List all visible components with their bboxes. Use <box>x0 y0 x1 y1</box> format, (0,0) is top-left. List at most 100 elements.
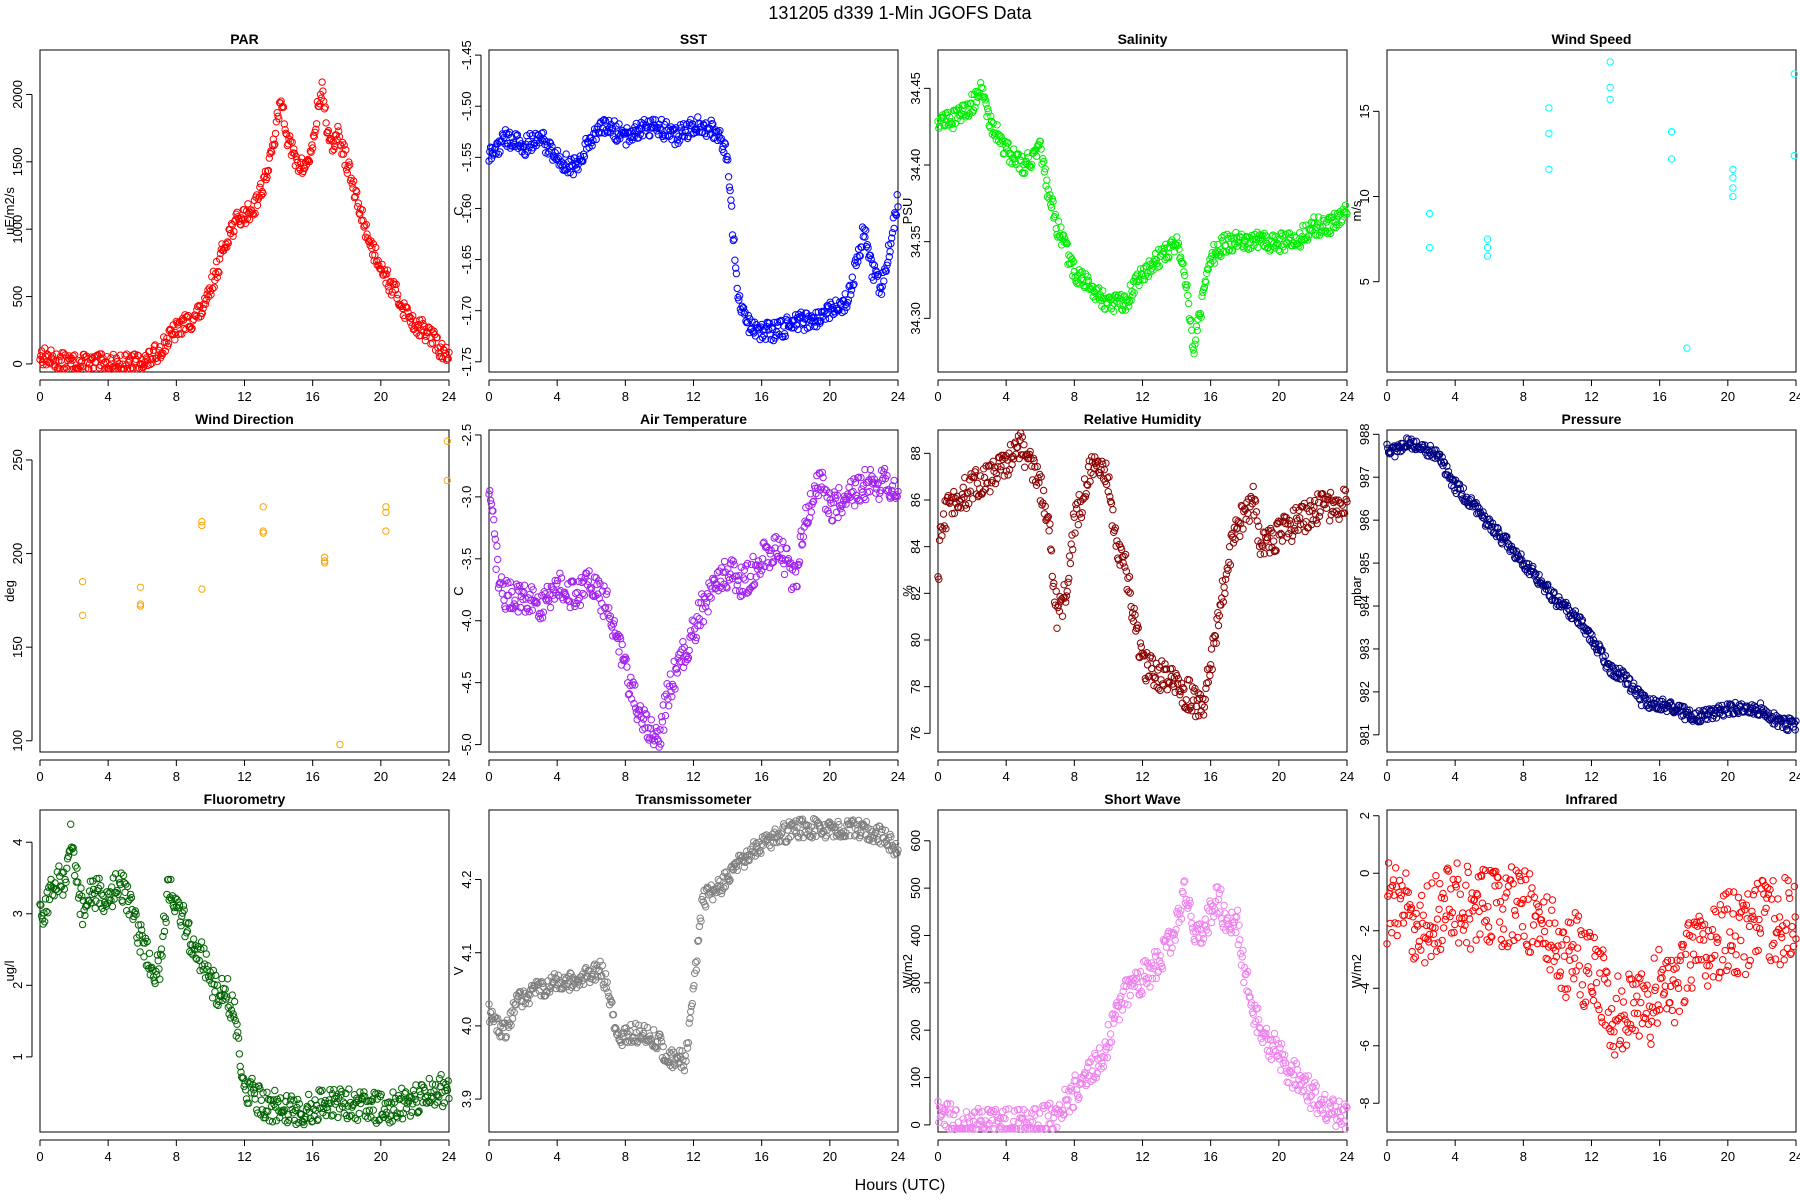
data-point <box>1212 639 1220 647</box>
data-point <box>630 133 638 142</box>
data-point <box>728 231 737 239</box>
data-point <box>329 138 337 146</box>
data-point <box>319 87 327 95</box>
data-point <box>318 78 326 86</box>
data-point <box>1729 184 1737 192</box>
data-point <box>47 346 55 354</box>
data-point <box>1286 233 1295 242</box>
x-tick-label: 0 <box>36 1149 43 1164</box>
data-point <box>77 884 85 892</box>
data-point <box>1070 513 1079 521</box>
x-tick-label: 24 <box>1340 389 1354 404</box>
data-point <box>1211 632 1220 640</box>
data-point <box>1300 236 1309 244</box>
data-point <box>330 1086 338 1094</box>
data-point <box>322 119 330 127</box>
data-point <box>622 655 630 663</box>
y-tick-label: 983 <box>1357 638 1372 660</box>
data-point <box>772 328 781 336</box>
data-point <box>1221 241 1230 249</box>
data-point <box>603 128 611 136</box>
data-point <box>732 264 740 272</box>
x-tick-label: 4 <box>105 1149 112 1164</box>
data-point <box>979 84 987 93</box>
data-point <box>1152 974 1161 983</box>
data-point <box>1667 128 1676 136</box>
data-point <box>294 158 302 166</box>
data-point <box>733 284 741 293</box>
x-tick-label: 0 <box>485 389 492 404</box>
data-point <box>67 359 75 368</box>
data-point <box>828 517 837 525</box>
x-tick-label: 12 <box>1135 389 1149 404</box>
data-point <box>312 120 321 128</box>
data-point <box>997 462 1005 471</box>
data-point <box>382 508 390 517</box>
data-point <box>103 353 111 361</box>
data-point <box>1126 991 1135 1000</box>
x-tick-label: 4 <box>105 769 112 784</box>
data-point <box>1229 539 1238 547</box>
data-point <box>862 495 870 504</box>
data-point <box>1195 712 1203 720</box>
data-point <box>405 312 414 321</box>
data-point <box>1136 265 1145 273</box>
y-tick-label: 400 <box>908 925 923 947</box>
data-point <box>1187 702 1195 711</box>
data-point <box>691 636 700 645</box>
data-point <box>1729 174 1737 182</box>
data-point <box>665 702 673 710</box>
data-point <box>746 572 755 581</box>
data-point <box>856 252 864 260</box>
data-point <box>1125 573 1134 581</box>
data-point <box>725 183 734 191</box>
data-point <box>249 209 257 218</box>
panel-title: PAR <box>230 31 259 47</box>
data-point <box>993 475 1001 483</box>
data-point <box>411 321 419 330</box>
data-point <box>843 303 851 311</box>
data-point <box>1184 299 1193 308</box>
y-tick-label: 600 <box>908 830 923 852</box>
data-point <box>1232 928 1240 937</box>
data-point <box>983 479 991 488</box>
data-point <box>1202 278 1210 287</box>
data-point <box>1048 572 1057 581</box>
data-point <box>1268 232 1276 240</box>
panel-title: SST <box>680 31 708 47</box>
data-point <box>942 525 950 533</box>
y-tick-label: -3.0 <box>459 486 474 508</box>
data-point <box>1106 492 1114 501</box>
x-tick-label: 0 <box>1383 389 1390 404</box>
data-point <box>643 734 652 742</box>
data-point <box>979 488 987 496</box>
data-point <box>569 578 577 586</box>
data-point <box>228 991 237 999</box>
data-point <box>724 156 732 164</box>
data-point <box>336 740 344 749</box>
data-point <box>1045 527 1053 535</box>
data-point <box>264 167 272 175</box>
data-point <box>761 335 770 343</box>
data-point <box>770 534 778 542</box>
data-point <box>181 311 189 319</box>
data-point <box>409 312 417 320</box>
data-point <box>382 527 390 535</box>
data-point <box>713 136 722 145</box>
data-point <box>1061 235 1069 243</box>
data-point <box>780 570 789 579</box>
data-point <box>675 650 683 659</box>
plot-frame <box>39 429 450 753</box>
data-point <box>490 530 499 538</box>
data-point <box>744 311 752 320</box>
data-point <box>271 1086 279 1095</box>
data-point <box>678 645 686 653</box>
data-point <box>1326 517 1334 525</box>
x-tick-label: 4 <box>1003 389 1010 404</box>
x-tick-label: 20 <box>823 1149 837 1164</box>
x-tick-label: 16 <box>1203 1149 1217 1164</box>
data-point <box>1202 684 1210 693</box>
data-point <box>1125 297 1134 306</box>
